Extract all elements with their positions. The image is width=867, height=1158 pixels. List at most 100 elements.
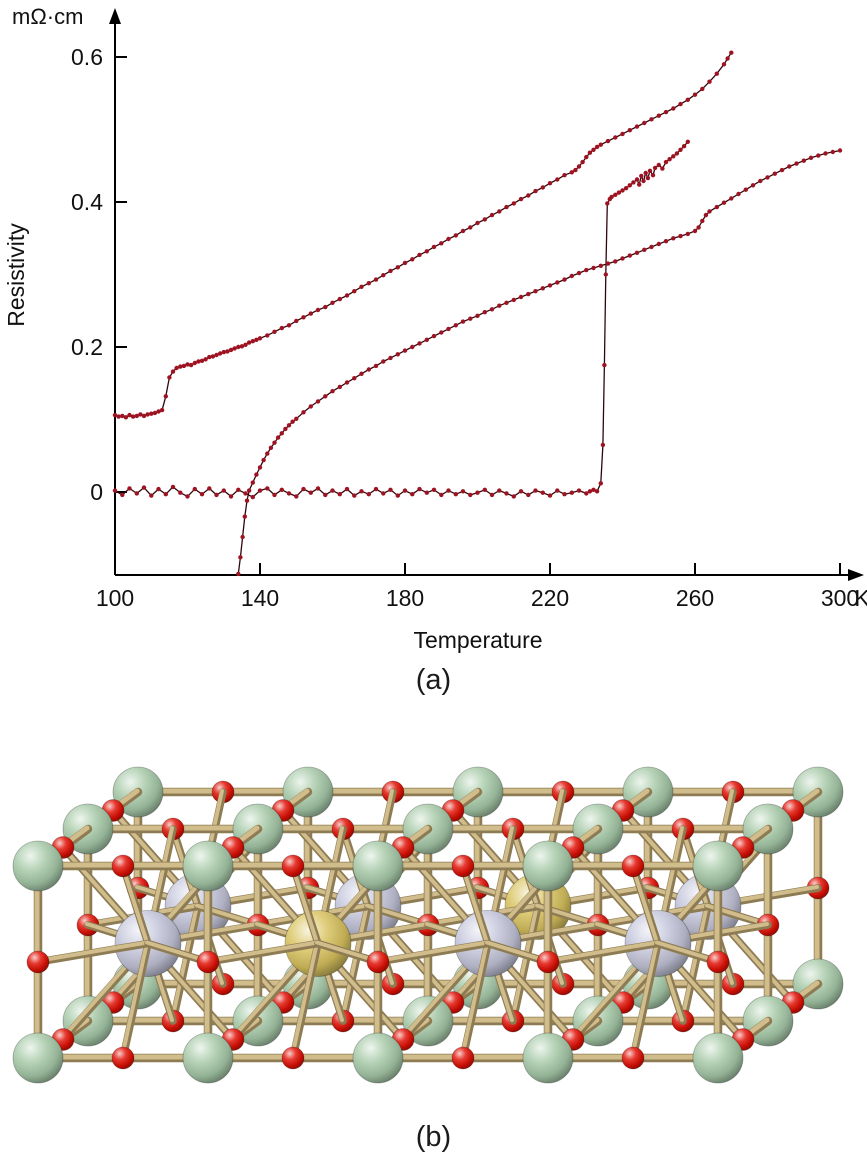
lattice-group (12, 766, 844, 1084)
data-point (576, 270, 582, 276)
data-point (489, 212, 495, 218)
data-point (613, 192, 618, 197)
data-point (475, 220, 480, 226)
data-point (120, 492, 125, 498)
data-point (580, 159, 585, 165)
atom-oxygen (196, 950, 220, 974)
y-tick-label: 0 (90, 479, 103, 505)
data-point (656, 241, 661, 247)
data-point (228, 494, 234, 499)
data-point (257, 336, 263, 341)
atom-corner (692, 840, 744, 892)
data-point (225, 349, 230, 354)
data-point (275, 435, 281, 440)
data-point (681, 144, 687, 149)
data-point (294, 416, 299, 421)
data-point (692, 228, 698, 234)
data-point (504, 300, 509, 305)
series-line (114, 141, 689, 498)
panel-b-caption: (b) (415, 1121, 452, 1153)
crystal-structure (12, 766, 844, 1084)
bond-highlight (35, 940, 149, 963)
data-point (620, 188, 625, 193)
data-point (605, 138, 611, 144)
data-point (497, 303, 502, 308)
data-point (504, 491, 509, 496)
data-point (627, 253, 632, 258)
data-point (598, 481, 603, 486)
data-point (598, 263, 603, 268)
data-point (156, 409, 161, 414)
data-point (424, 337, 429, 342)
y-tick-label: 0.6 (71, 44, 103, 70)
data-point (634, 177, 640, 182)
data-point (671, 236, 676, 241)
data-point (468, 492, 473, 498)
data-point (352, 376, 357, 381)
data-point (199, 358, 205, 363)
data-point (261, 457, 266, 463)
x-tick-label: 180 (386, 585, 424, 611)
data-point (149, 493, 154, 498)
data-point (750, 183, 756, 188)
data-point (678, 101, 683, 107)
data-point (192, 486, 197, 492)
data-point (163, 492, 168, 497)
x-tick-label: 260 (676, 585, 714, 611)
data-point (431, 487, 437, 492)
data-point (808, 155, 814, 160)
data-point (373, 363, 379, 369)
data-series-2 (112, 139, 690, 500)
data-point (344, 486, 350, 492)
data-point (823, 151, 828, 156)
data-point (417, 252, 422, 258)
data-point (663, 109, 669, 115)
bond-highlight (290, 863, 319, 945)
data-point (170, 369, 176, 374)
data-point (656, 162, 661, 168)
data-point (547, 493, 553, 498)
data-point (526, 193, 531, 198)
atom-oxygen (26, 950, 50, 974)
data-point (591, 147, 596, 152)
data-point (714, 204, 719, 210)
data-point (138, 412, 143, 417)
data-point (468, 316, 473, 321)
data-point (569, 490, 574, 495)
data-point (366, 367, 371, 372)
data-point (308, 404, 313, 409)
x-axis-title: Temperature (413, 627, 542, 653)
data-point (639, 173, 644, 179)
data-point (460, 489, 466, 494)
data-point (555, 177, 560, 182)
x-tick-label: 220 (531, 585, 569, 611)
data-point (373, 486, 379, 492)
data-point (337, 492, 342, 497)
data-point (700, 86, 705, 92)
data-point (286, 323, 292, 328)
data-point (330, 488, 335, 493)
atom-oxygen (451, 1046, 475, 1070)
data-point (540, 185, 545, 190)
data-point (533, 289, 538, 294)
data-point (647, 168, 653, 173)
data-point (634, 250, 640, 255)
data-point (272, 329, 277, 334)
data-point (337, 384, 342, 390)
data-point (736, 191, 741, 197)
data-point (207, 486, 212, 491)
data-point (388, 487, 393, 492)
data-point (685, 97, 690, 103)
data-point (207, 354, 212, 360)
y-tick-label: 0.2 (71, 334, 103, 360)
data-point (569, 273, 574, 279)
data-point (830, 149, 835, 155)
data-point (678, 147, 683, 152)
data-point (265, 333, 270, 338)
data-point (145, 412, 150, 417)
data-point (250, 339, 255, 344)
data-point (772, 171, 777, 176)
data-point (794, 161, 799, 166)
data-point (511, 297, 516, 303)
series-line (237, 149, 841, 574)
